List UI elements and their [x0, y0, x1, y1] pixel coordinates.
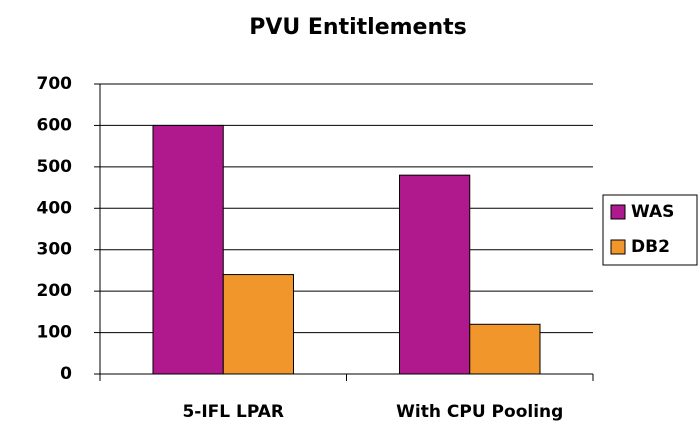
y-tick-label: 700	[37, 74, 73, 94]
y-tick-label: 0	[60, 364, 72, 384]
bar	[398, 174, 471, 375]
y-tick-label: 500	[37, 157, 73, 177]
legend-label: WAS	[631, 202, 674, 222]
y-tick-label: 200	[37, 281, 73, 301]
legend-swatch	[610, 239, 626, 255]
chart-title: PVU Entitlements	[249, 15, 467, 40]
y-tick-label: 300	[37, 240, 73, 260]
y-tick-label: 400	[37, 198, 73, 218]
y-tick-label: 600	[37, 115, 73, 135]
bar	[152, 124, 224, 375]
bar	[469, 323, 541, 375]
legend-label: DB2	[631, 237, 670, 257]
x-tick-label: 5-IFL LPAR	[182, 402, 284, 422]
y-tick-label: 100	[37, 323, 73, 343]
x-tick-label: With CPU Pooling	[396, 402, 563, 422]
legend-swatch	[610, 204, 626, 220]
bar	[222, 274, 295, 375]
